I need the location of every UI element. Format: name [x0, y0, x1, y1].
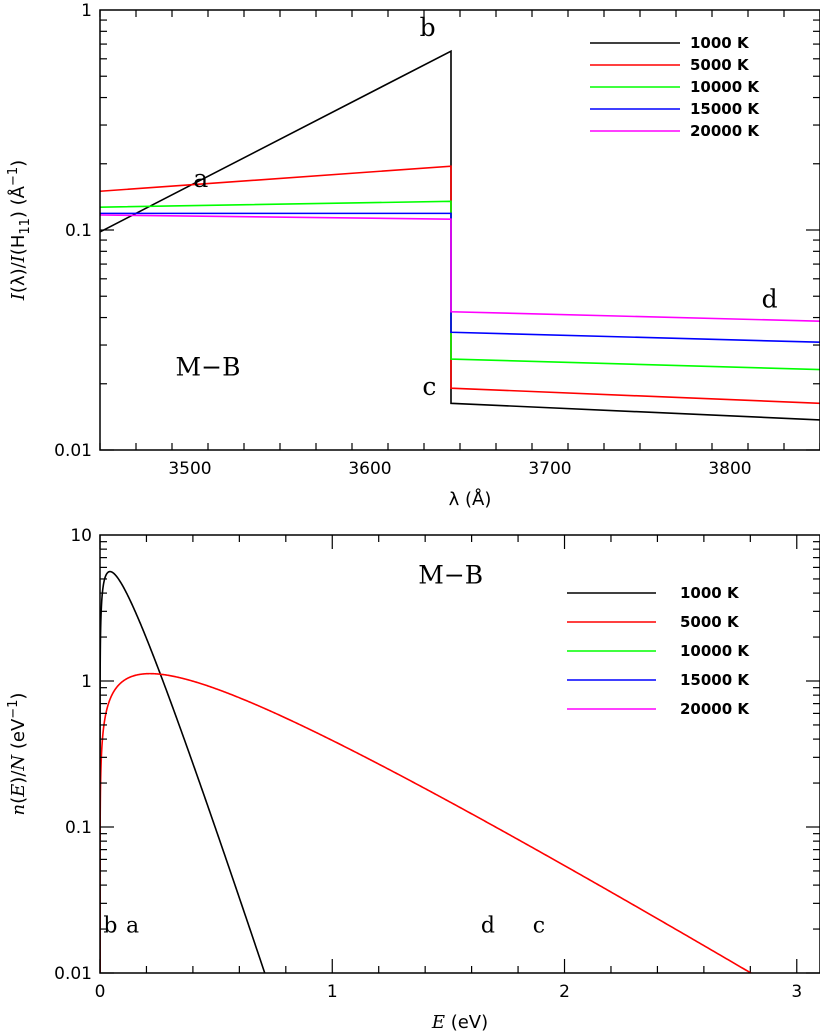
- top-chart-ytick-label: 0.1: [65, 221, 92, 241]
- bottom-chart-annotation: d: [481, 913, 495, 938]
- bottom-chart-legend-label: 5000 K: [680, 613, 740, 631]
- top-chart-annotation: d: [762, 284, 778, 313]
- top-chart-annotation: M−B: [176, 353, 241, 382]
- bottom-chart-legend-label: 15000 K: [680, 671, 750, 689]
- bottom-chart-frame: [99, 534, 820, 974]
- bottom-chart-xtick-label: 0: [95, 982, 106, 1002]
- bottom-chart-legend-label: 1000 K: [680, 584, 740, 602]
- top-chart-legend-label: 1000 K: [690, 34, 750, 52]
- bottom-chart-xtick-label: 1: [327, 982, 338, 1002]
- bottom-chart-annotation: b: [103, 913, 117, 938]
- bottom-chart-xlabel: E (eV): [431, 1012, 488, 1033]
- top-chart-annotation: b: [420, 13, 436, 42]
- bottom-chart-annotation: a: [126, 913, 139, 938]
- top-chart-legend-label: 10000 K: [690, 78, 760, 96]
- bottom-chart-legend-label: 10000 K: [680, 642, 750, 660]
- top-chart-xtick-label: 3600: [348, 459, 391, 479]
- top-chart-series-5: [99, 214, 820, 322]
- top-chart-xtick-label: 3500: [168, 459, 211, 479]
- bottom-chart-series-1: [100, 570, 266, 973]
- top-chart-xlabel: λ (Å): [449, 488, 492, 510]
- top-chart-ylabel: I(λ)/I(H11) (Å−1): [6, 160, 33, 301]
- bottom-chart-xtick-label: 2: [559, 982, 570, 1002]
- top-chart-legend-label: 20000 K: [690, 122, 760, 140]
- top-chart-annotation: c: [422, 372, 436, 401]
- bottom-chart-xtick-label: 3: [791, 982, 802, 1002]
- top-chart: 3500 3600 3700 3800 1000 K 5000 K 10000 K 15000…: [6, 10, 820, 510]
- bottom-chart-annotation: c: [533, 913, 545, 938]
- top-chart-annotation: a: [193, 164, 208, 193]
- bottom-chart-annotation: M−B: [418, 561, 483, 590]
- top-chart-legend-label: 5000 K: [690, 56, 750, 74]
- top-chart-ytick-label: 1: [81, 1, 92, 21]
- bottom-chart: 0 1 2 3 1000 K 5000 K 10000 K 15000 K 20000 K b a d…: [6, 535, 802, 1033]
- bottom-chart-ytick-label: 10: [70, 526, 92, 546]
- top-chart-xtick-label: 3700: [528, 459, 571, 479]
- bottom-chart-ytick-label: 1: [81, 672, 92, 692]
- top-chart-series-4: [100, 212, 820, 344]
- top-chart-xtick-label: 3800: [708, 459, 751, 479]
- top-chart-legend-label: 15000 K: [690, 100, 760, 118]
- top-chart-ytick-label: 0.01: [54, 441, 92, 461]
- bottom-chart-ytick-label: 0.1: [65, 818, 92, 838]
- bottom-chart-ytick-label: 0.01: [54, 964, 92, 984]
- top-chart-series-3: [99, 200, 820, 371]
- top-chart-frame: [99, 9, 820, 451]
- bottom-chart-series-2: [100, 672, 753, 973]
- bottom-chart-ylabel: n(E)/N (eV−1): [6, 693, 29, 816]
- bottom-chart-legend-label: 20000 K: [680, 700, 750, 718]
